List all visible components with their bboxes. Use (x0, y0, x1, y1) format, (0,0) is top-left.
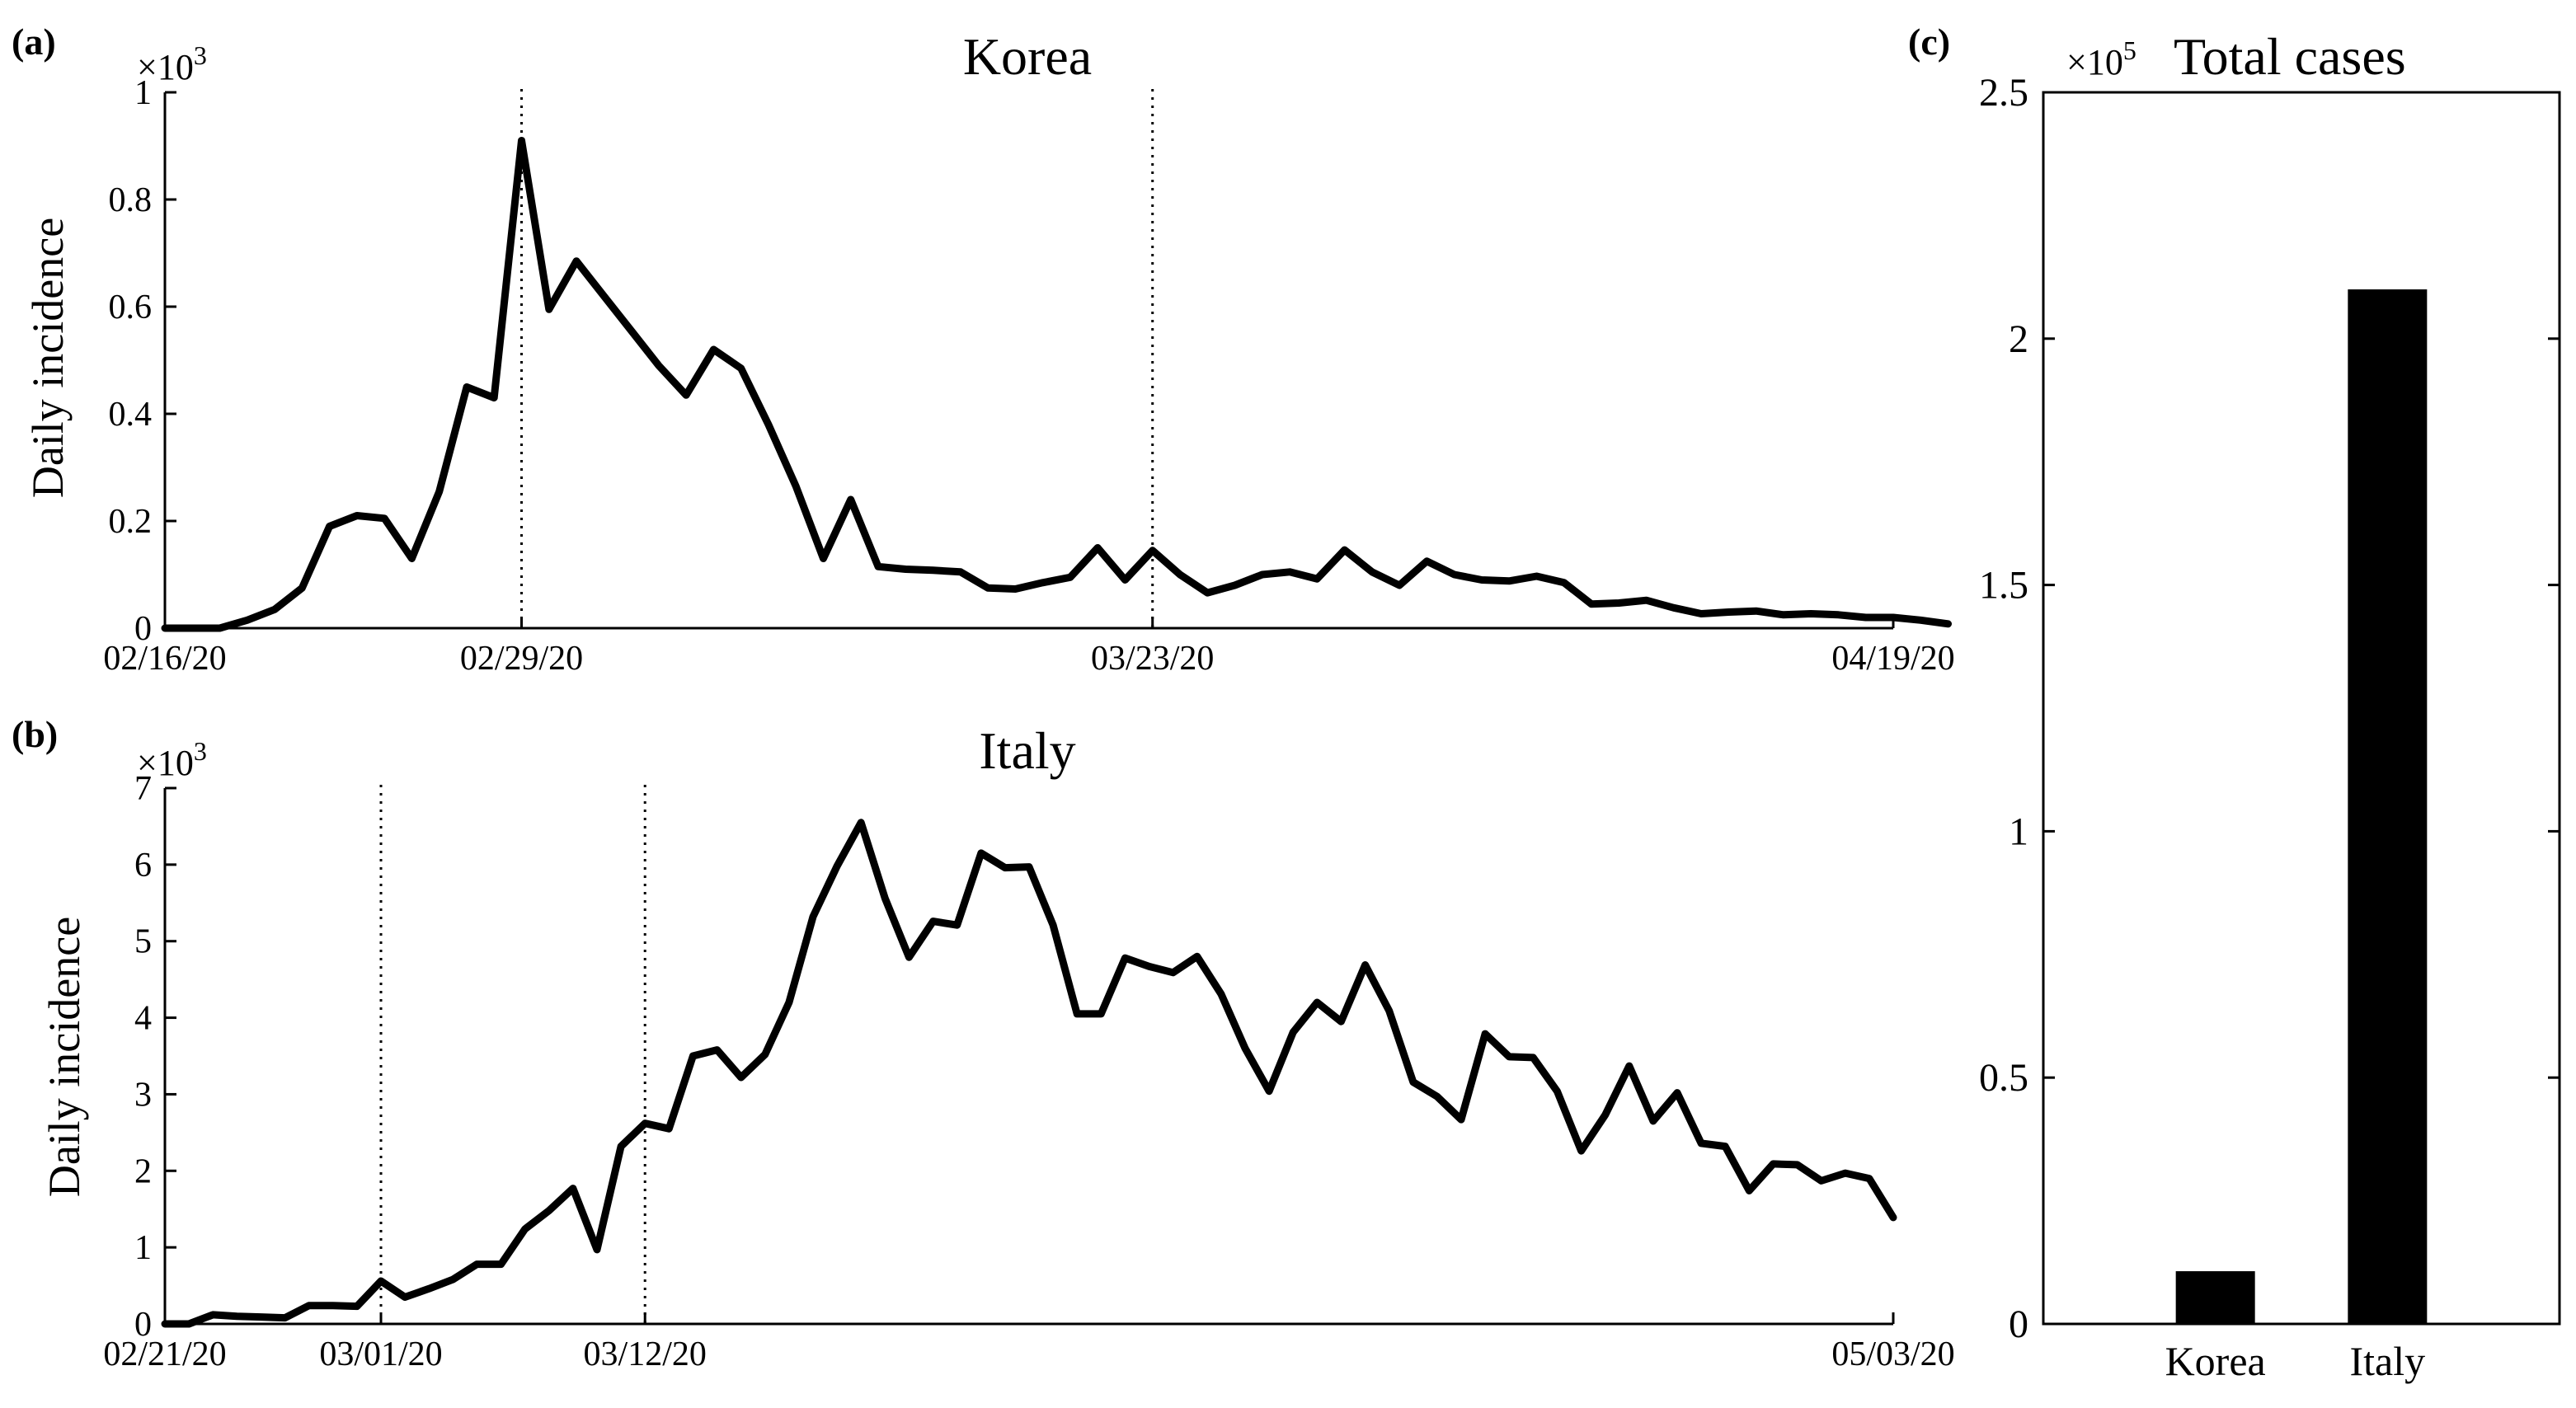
italy-y-tick-label: 6 (134, 847, 152, 885)
italy-x-tick-label: 05/03/20 (1831, 1335, 1954, 1373)
total-bars (2175, 289, 2428, 1324)
italy-y-axis-label: Daily incidence (40, 917, 89, 1197)
total-y-tick-label: 2.5 (1979, 71, 2028, 115)
total-axes (2042, 91, 2561, 1326)
total-cases-chart: ×105 Total cases 0 0.5 1 1.5 2 2.5 Korea Italy (1979, 27, 2561, 1384)
korea-x-tick-label: 02/29/20 (460, 640, 583, 678)
panel-label-a: (a) (12, 21, 56, 63)
total-x-tick-label: Italy (2350, 1338, 2426, 1384)
panel-label-c: (c) (1908, 21, 1950, 63)
korea-title: Korea (963, 27, 1092, 86)
korea-y-tick-label: 0.8 (109, 181, 153, 219)
korea-y-tick-label: 0.2 (109, 503, 153, 541)
italy-y-tick-label: 2 (134, 1152, 152, 1190)
total-y-tick-label: 1 (2009, 810, 2028, 853)
korea-axes (163, 92, 1893, 630)
korea-y-tick-label: 0.6 (109, 289, 153, 326)
italy-y-tick-label: 7 (134, 770, 152, 808)
italy-x-tick-label: 02/21/20 (103, 1335, 226, 1373)
italy-y-tick-label: 4 (134, 1000, 152, 1038)
total-x-tick-label: Korea (2165, 1338, 2266, 1384)
panel-label-b: (b) (12, 713, 58, 755)
korea-x-tick-label: 02/16/20 (103, 640, 226, 678)
italy-title: Italy (979, 721, 1075, 780)
total-y-tick-label: 0 (2009, 1302, 2028, 1346)
total-axes-box (2042, 91, 2561, 1326)
korea-y-tick-label: 0 (134, 610, 152, 648)
korea-vertical-markers (520, 89, 1154, 628)
total-y-tick-label: 0.5 (1979, 1056, 2028, 1100)
total-y-tick-label: 1.5 (1979, 564, 2028, 608)
italy-y-tick-label: 5 (134, 923, 152, 961)
italy-y-tick-label: 1 (134, 1229, 152, 1267)
korea-y-tick-label: 0.4 (109, 396, 153, 434)
korea-x-tick-label: 03/23/20 (1091, 640, 1214, 678)
korea-y-tick-label: 1 (134, 74, 152, 112)
italy-y-tick-label: 0 (134, 1306, 152, 1344)
total-ticks: 0 0.5 1 1.5 2 2.5 Korea Italy (1979, 71, 2560, 1384)
korea-chart: Korea Daily incidence ×103 0 0.2 0.4 0.6 0.8… (23, 27, 1955, 678)
italy-x-tick-label: 03/12/20 (584, 1335, 707, 1373)
korea-y-axis-label: Daily incidence (23, 218, 73, 498)
italy-chart: Italy Daily incidence ×103 0 1 2 3 4 5 6 7 02/21… (40, 721, 1955, 1373)
total-y-multiplier: ×105 (2066, 35, 2136, 82)
bar-korea (2175, 1271, 2255, 1324)
total-y-tick-label: 2 (2009, 317, 2028, 361)
italy-y-multiplier: ×103 (137, 736, 207, 783)
korea-x-tick-label: 04/19/20 (1831, 640, 1954, 678)
korea-y-multiplier: ×103 (137, 40, 207, 87)
total-title: Total cases (2174, 27, 2406, 86)
italy-incidence-line (161, 819, 1897, 1328)
korea-ticks: 0 0.2 0.4 0.6 0.8 1 02/16/20 02/29/20 03/23/20 04… (103, 74, 1954, 678)
italy-x-tick-label: 03/01/20 (319, 1335, 442, 1373)
bar-italy (2348, 289, 2428, 1324)
italy-ticks: 0 1 2 3 4 5 6 7 02/21/20 03/01/20 03/12/20 05/03/20 (103, 770, 1954, 1373)
korea-incidence-line (161, 137, 1952, 632)
italy-y-tick-label: 3 (134, 1076, 152, 1114)
italy-axes (163, 788, 1893, 1326)
